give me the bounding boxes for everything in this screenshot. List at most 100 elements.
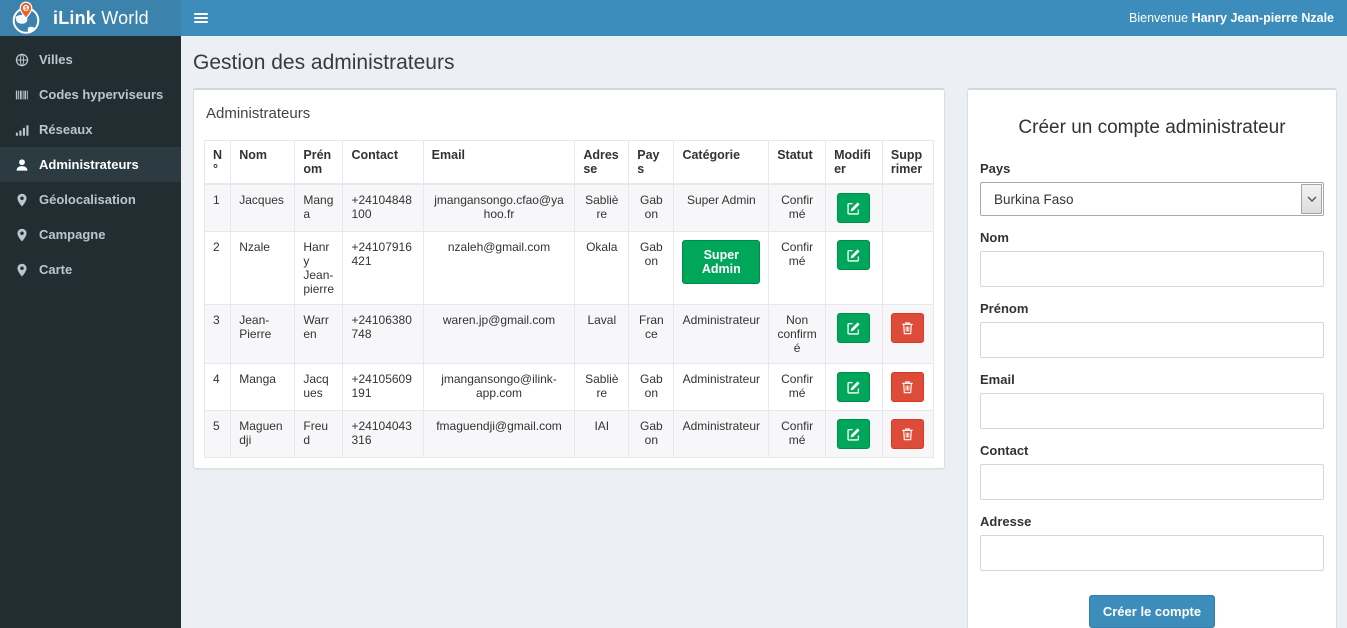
cell-statut: Non confirmé <box>768 304 827 364</box>
administrators-panel-title: Administrateurs <box>206 105 311 122</box>
edit-button[interactable] <box>837 372 871 402</box>
cell-prenom: Freud <box>294 410 344 458</box>
cell-supprimer-empty <box>881 183 935 232</box>
cell-statut: Confirmé <box>768 231 827 305</box>
cell-contact: +24105609191 <box>342 363 424 411</box>
col-header-modifier: Modifier <box>825 140 883 185</box>
adresse-field[interactable] <box>980 535 1324 571</box>
pays-select[interactable]: Burkina Faso <box>980 182 1324 216</box>
contact-field[interactable] <box>980 464 1324 500</box>
cell-adresse: Okala <box>574 231 630 305</box>
cell-email: fmaguendji@gmail.com <box>422 410 576 458</box>
sidebar-item-carte[interactable]: Carte <box>0 252 181 287</box>
cell-email: jmangansongo.cfao@yahoo.fr <box>422 183 576 232</box>
cell-prenom: Jacques <box>294 363 344 411</box>
sidebar-toggle-button[interactable] <box>181 0 223 36</box>
cell-categorie: Administrateur <box>673 363 770 411</box>
cell-nom: Manga <box>230 363 296 411</box>
globe-pin-logo-icon: $ <box>9 1 43 35</box>
table-row: 1 Jacques Manga +24104848100 jmangansong… <box>203 183 935 232</box>
sidebar-item-geolocalisation[interactable]: Géolocalisation <box>0 182 181 217</box>
edit-button[interactable] <box>837 240 871 270</box>
cell-num: 4 <box>203 363 232 411</box>
pays-select-value: Burkina Faso <box>994 191 1074 207</box>
cell-prenom: Warren <box>294 304 344 364</box>
sidebar: Villes Codes hyperviseurs Réseaux Admini… <box>0 36 181 628</box>
email-field[interactable] <box>980 393 1324 429</box>
prenom-field[interactable] <box>980 322 1324 358</box>
delete-button[interactable] <box>891 372 925 402</box>
sidebar-item-label: Géolocalisation <box>39 192 136 207</box>
cell-nom: Jean-Pierre <box>230 304 296 364</box>
create-admin-title: Créer un compte administrateur <box>1018 117 1286 138</box>
trash-icon <box>901 380 914 394</box>
cell-categorie: Administrateur <box>673 410 770 458</box>
table-header-row: N° Nom Prénom Contact Email Adresse Pays… <box>203 140 935 185</box>
delete-button[interactable] <box>891 313 925 343</box>
cell-email: waren.jp@gmail.com <box>422 304 576 364</box>
sidebar-item-administrateurs[interactable]: Administrateurs <box>0 147 181 182</box>
table-row: 2 Nzale Hanry Jean-pierre +24107916421 n… <box>203 231 935 305</box>
edit-button[interactable] <box>837 193 871 223</box>
col-header-statut: Statut <box>768 140 827 185</box>
cell-email: jmangansongo@ilink-app.com <box>422 363 576 411</box>
sidebar-item-campagne[interactable]: Campagne <box>0 217 181 252</box>
sidebar-item-label: Campagne <box>39 227 106 242</box>
table-row: 3 Jean-Pierre Warren +24106380748 waren.… <box>203 304 935 364</box>
cell-nom: Maguendji <box>230 410 296 458</box>
sidebar-item-label: Carte <box>39 262 73 277</box>
map-marker-icon <box>15 263 29 277</box>
create-account-button[interactable]: Créer le compte <box>1088 595 1216 628</box>
edit-button[interactable] <box>837 419 871 449</box>
cell-contact: +24107916421 <box>342 231 424 305</box>
col-header-num: N° <box>203 140 232 185</box>
edit-pencil-icon <box>846 248 861 263</box>
sidebar-item-villes[interactable]: Villes <box>0 42 181 77</box>
col-header-pays: Pays <box>628 140 675 185</box>
col-header-categorie: Catégorie <box>673 140 770 185</box>
cell-statut: Confirmé <box>768 410 827 458</box>
brand-logo[interactable]: $ iLink World <box>0 0 181 36</box>
col-header-adresse: Adresse <box>574 140 630 185</box>
nom-field[interactable] <box>980 251 1324 287</box>
signal-bars-icon <box>15 123 29 137</box>
chevron-down-icon <box>1301 184 1322 214</box>
sidebar-item-reseaux[interactable]: Réseaux <box>0 112 181 147</box>
cell-pays: Gabon <box>628 231 675 305</box>
edit-pencil-icon <box>846 427 861 442</box>
adresse-label: Adresse <box>980 514 1032 529</box>
cell-adresse: Laval <box>574 304 630 364</box>
delete-button[interactable] <box>891 419 925 449</box>
create-admin-panel: Créer un compte administrateur Pays Burk… <box>967 88 1337 628</box>
cell-contact: +24104848100 <box>342 183 424 232</box>
cell-num: 1 <box>203 183 232 232</box>
top-bar: $ iLink World Bienvenue Hanry Jean-pierr… <box>0 0 1347 36</box>
cell-contact: +24106380748 <box>342 304 424 364</box>
edit-pencil-icon <box>846 380 861 395</box>
prenom-label: Prénom <box>980 301 1029 316</box>
cell-adresse: IAI <box>574 410 630 458</box>
svg-text:$: $ <box>24 6 28 12</box>
sidebar-item-codes-hyperviseurs[interactable]: Codes hyperviseurs <box>0 77 181 112</box>
cell-pays: France <box>628 304 675 364</box>
cell-email: nzaleh@gmail.com <box>422 231 576 305</box>
sidebar-item-label: Codes hyperviseurs <box>39 87 164 102</box>
cell-num: 5 <box>203 410 232 458</box>
cell-categorie: Super Admin <box>673 183 770 232</box>
navbar: Bienvenue Hanry Jean-pierre Nzale <box>181 0 1347 36</box>
cell-prenom: Hanry Jean-pierre <box>294 231 344 305</box>
barcode-icon <box>15 88 29 102</box>
cell-num: 2 <box>203 231 232 305</box>
edit-button[interactable] <box>837 313 871 343</box>
welcome-user-name: Hanry Jean-pierre Nzale <box>1191 11 1334 25</box>
table-row: 5 Maguendji Freud +24104043316 fmaguendj… <box>203 410 935 458</box>
sidebar-item-label: Réseaux <box>39 122 93 137</box>
super-admin-badge-button[interactable]: Super Admin <box>682 240 761 284</box>
trash-icon <box>901 427 914 441</box>
col-header-nom: Nom <box>230 140 296 185</box>
cell-pays: Gabon <box>628 363 675 411</box>
cell-statut: Confirmé <box>768 363 827 411</box>
cell-pays: Gabon <box>628 410 675 458</box>
contact-label: Contact <box>980 443 1029 458</box>
page-title: Gestion des administrateurs <box>193 51 455 74</box>
